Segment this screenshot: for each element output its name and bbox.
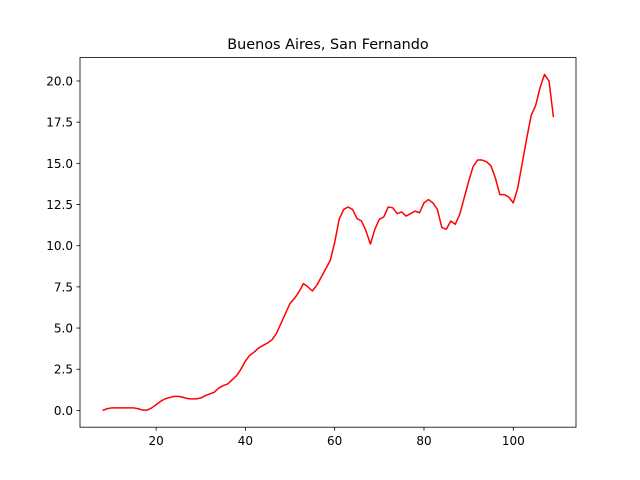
line [102,73,555,412]
y-tick-label: 12.5 [46,198,73,212]
y-tick-label: 17.5 [46,116,73,130]
x-tick-label: 40 [238,434,253,448]
y-tick-label: 10.0 [46,239,73,253]
y-tick-label: 20.0 [46,74,73,88]
y-tick-label: 5.0 [54,322,73,336]
y-tick-label: 7.5 [54,280,73,294]
x-tick-label: 80 [416,434,431,448]
y-tick-label: 0.0 [54,404,73,418]
chart-title: Buenos Aires, San Fernando [227,37,429,53]
y-tick-label: 15.0 [46,157,73,171]
y-tick-label: 2.5 [54,363,73,377]
plot-frame [79,57,577,428]
x-tick-label: 60 [327,434,342,448]
x-tick-label: 100 [502,434,525,448]
x-tick-label: 20 [148,434,163,448]
